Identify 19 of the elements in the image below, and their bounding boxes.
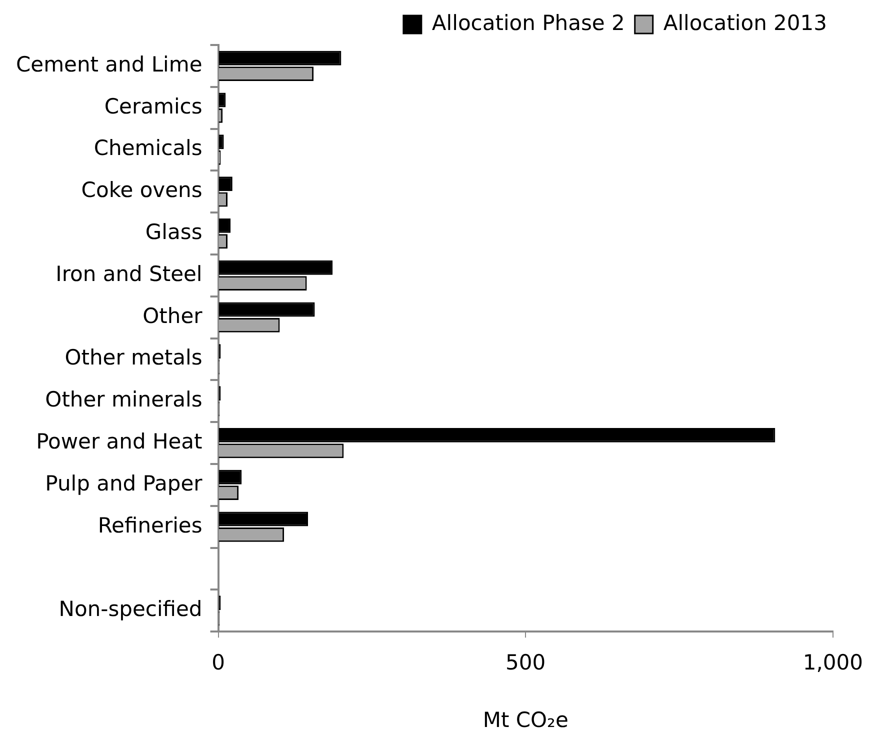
y-tick-label: Other minerals (45, 388, 202, 412)
y-tick-label: Pulp and Paper (45, 471, 203, 496)
y-tick-label: Coke ovens (81, 178, 202, 202)
x-axis-title: Mt CO₂e (482, 708, 568, 732)
y-tick-label: Non-specified (58, 597, 202, 622)
x-tick-label: 1,000 (802, 650, 864, 675)
x-tick-label: 0 (212, 650, 225, 675)
y-tick-label: Other metals (64, 346, 202, 370)
y-tick-label: Other (142, 304, 203, 328)
legend-label: Allocation Phase 2 (432, 10, 625, 35)
x-tick-label: 500 (506, 650, 546, 675)
legend-label: Allocation 2013 (663, 10, 828, 35)
y-tick-label: Iron and Steel (56, 262, 202, 286)
y-tick-label: Chemicals (94, 136, 202, 160)
y-tick-label: Glass (145, 220, 202, 244)
y-tick-label: Power and Heat (36, 430, 202, 454)
y-tick-label: Refineries (98, 513, 202, 538)
y-tick-label: Ceramics (104, 94, 202, 118)
y-tick-label: Cement and Lime (16, 52, 202, 76)
